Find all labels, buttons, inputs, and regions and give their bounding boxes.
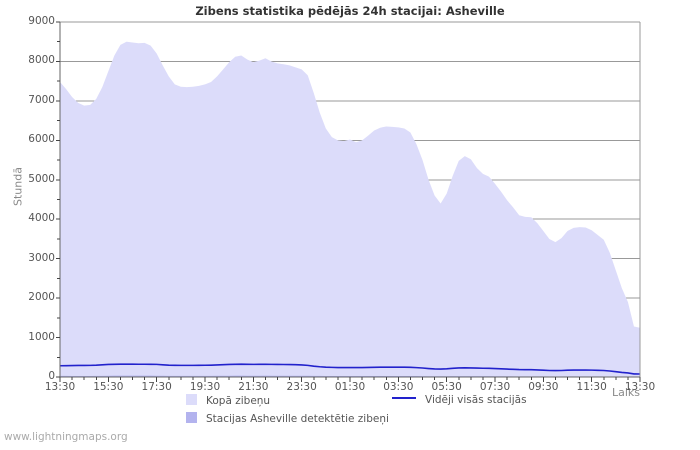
legend-item-total: Kopā zibeņu [186, 394, 270, 407]
y-tick-label: 9000 [28, 15, 55, 27]
x-tick-label: 05:30 [431, 381, 462, 393]
x-axis-label: Laiks [612, 386, 641, 399]
legend-line-average [392, 397, 416, 399]
x-tick-label: 09:30 [528, 381, 559, 393]
y-tick-label: 0 [48, 370, 55, 382]
y-tick-label: 8000 [28, 54, 55, 67]
y-tick-label: 3000 [28, 251, 55, 264]
y-tick-label: 4000 [28, 212, 55, 225]
x-tick-label: 21:30 [238, 381, 269, 393]
x-tick-label: 15:30 [93, 381, 124, 393]
x-tick-label: 07:30 [479, 381, 511, 393]
legend-item-station: Stacijas Asheville detektētie zibeņi [186, 412, 389, 425]
y-tick-label: 2000 [28, 291, 55, 304]
legend-label-total: Kopā zibeņu [206, 395, 271, 407]
chart-legend: Kopā zibeņu Stacijas Asheville detektēti… [0, 393, 700, 427]
chart-title: Zibens statistika pēdējās 24h stacijai: … [195, 4, 505, 18]
legend-swatch-total [186, 394, 197, 405]
legend-label-average: Vidēji visās stacijās [425, 394, 527, 406]
y-tick-label: 7000 [28, 93, 55, 106]
legend-swatch-station [186, 412, 197, 423]
x-tick-label: 13:30 [624, 381, 656, 393]
y-tick-label: 5000 [28, 172, 55, 185]
y-tick-label: 1000 [28, 330, 55, 343]
legend-item-average: Vidēji visās stacijās [392, 394, 527, 406]
x-tick-label: 13:30 [44, 381, 76, 393]
x-tick-label: 23:30 [286, 381, 317, 393]
x-tick-label: 17:30 [141, 381, 172, 393]
legend-label-station: Stacijas Asheville detektētie zibeņi [206, 413, 389, 425]
x-tick-label: 01:30 [334, 381, 366, 393]
y-tick-label: 6000 [28, 133, 55, 146]
x-tick-label: 03:30 [383, 381, 414, 393]
x-tick-label: 11:30 [576, 381, 607, 393]
x-tick-label: 19:30 [189, 381, 221, 393]
source-watermark: www.lightningmaps.org [4, 431, 128, 443]
y-axis-tick-labels: 0 1000 2000 3000 4000 5000 6000 7000 8000 9000 [0, 0, 55, 450]
